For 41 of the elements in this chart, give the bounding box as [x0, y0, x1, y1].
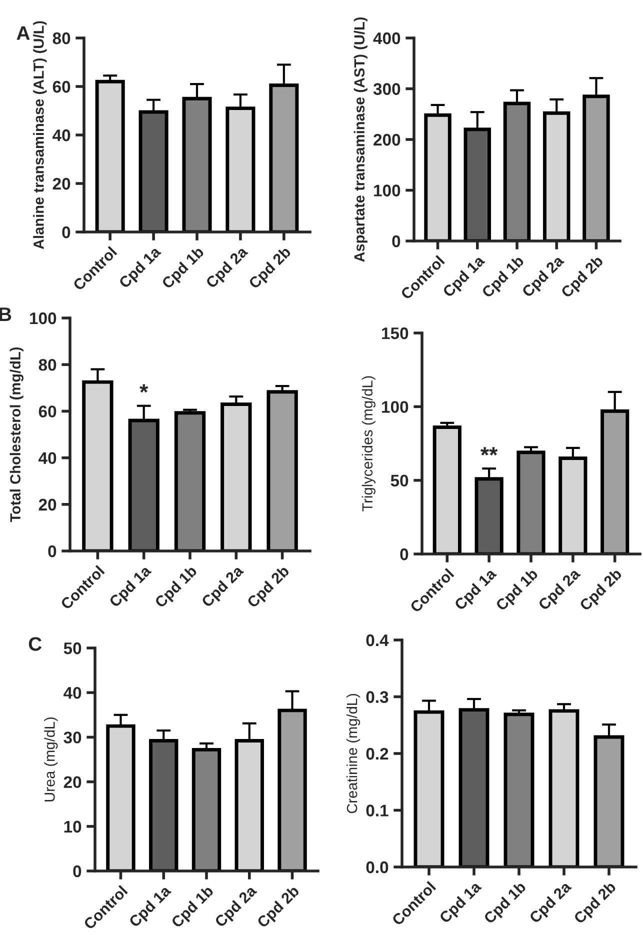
y-tick-label: 0.4 [366, 634, 389, 646]
y-tick-label: 40 [64, 687, 82, 699]
y-tick-label: 10 [64, 820, 82, 833]
y-tick-label: 80 [52, 32, 70, 44]
y-tick-label: 100 [30, 312, 56, 324]
y-tick-label: 20 [64, 776, 82, 788]
y-tick-label: 20 [52, 178, 70, 190]
y-tick-label: 40 [52, 129, 70, 142]
y-tick-label: 0 [400, 548, 408, 560]
annotation: * [140, 384, 148, 393]
y-tick-label: 0.0 [366, 861, 388, 874]
y-tick-label: 20 [38, 498, 56, 511]
y-tick-label: 50 [64, 642, 82, 654]
y-axis-title: Urea (mg/dL) [44, 717, 58, 802]
y-tick-label: 0.3 [366, 691, 388, 703]
annotation: ** [480, 447, 498, 456]
y-axis-title: Aspartate transaminase (AST) (U/L) [354, 17, 368, 262]
y-axis-title: Triglycerides (mg/dL) [362, 376, 376, 512]
y-tick-label: 300 [373, 83, 400, 95]
y-axis-title: Creatinine (mg/dL) [346, 694, 360, 814]
y-axis-title: Total Cholesterol (mg/dL) [10, 347, 24, 522]
y-tick-label: 0 [73, 865, 82, 878]
y-tick-label: 60 [52, 80, 70, 93]
y-tick-label: 150 [382, 327, 408, 340]
y-tick-label: 0.1 [366, 804, 388, 816]
y-tick-label: 400 [373, 32, 400, 44]
y-tick-label: 100 [374, 184, 400, 196]
y-tick-label: 0.2 [366, 748, 388, 760]
y-axis-title: Alanine transaminase (ALT) (U/L) [33, 21, 47, 250]
y-tick-label: 80 [38, 359, 56, 371]
text: C [28, 637, 42, 651]
y-tick-label: 0 [62, 226, 70, 238]
y-tick-label: 0 [392, 235, 400, 248]
text: A [16, 26, 30, 40]
y-tick-label: 50 [390, 474, 408, 487]
y-tick-label: 100 [382, 401, 408, 413]
y-tick-label: 40 [38, 452, 56, 464]
y-tick-label: 30 [64, 732, 82, 744]
y-tick-label: 0 [48, 545, 56, 558]
y-tick-label: 200 [374, 134, 400, 146]
y-tick-label: 60 [38, 406, 56, 418]
